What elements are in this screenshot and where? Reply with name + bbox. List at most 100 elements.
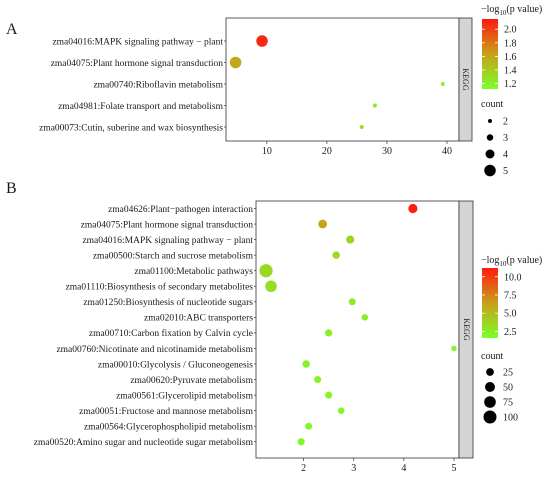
- data-point: [361, 314, 369, 321]
- color-legend-title-b: −log10(p value): [481, 255, 542, 268]
- size-legend-label: 25: [503, 368, 513, 379]
- size-legend-dot: [488, 119, 492, 123]
- size-legend-dot: [484, 164, 496, 177]
- data-point: [297, 438, 305, 446]
- data-point: [259, 264, 273, 278]
- facet-strip-a: [458, 17, 473, 142]
- size-legend-label: 3: [503, 133, 508, 144]
- color-legend-title-a: −log10(p value): [481, 4, 542, 17]
- y-labels-b: zma04626:Plant−pathogen interaction zma04…: [34, 205, 256, 448]
- size-legend-dot: [483, 410, 497, 424]
- color-legend-a: −log10(p value) 2.0 1.8 1.6 1.4 1.2: [481, 4, 542, 90]
- y-category-label: zma00564:Glycerophospholipid metabolism: [84, 423, 254, 433]
- panel-label-b: B: [6, 180, 17, 197]
- x-tick-label: 10: [262, 146, 272, 157]
- x-tick-label: 3: [351, 463, 356, 474]
- y-category-label: zma02010:ABC transporters: [144, 314, 253, 324]
- y-category-label: zma04075:Plant hormone signal transducti…: [81, 220, 254, 230]
- data-point: [325, 391, 333, 399]
- y-category-label: zma04075:Plant hormone signal transducti…: [51, 59, 224, 69]
- data-point: [408, 203, 418, 214]
- color-tick-label: 1.8: [504, 38, 517, 49]
- color-bar-b: [482, 268, 498, 338]
- y-category-label: zma00500:Starch and sucrose metabolism: [93, 251, 254, 261]
- panel-a: A KEGG zma04016:MAPK signaling pathway −…: [6, 4, 542, 177]
- color-tick-label: 10.0: [504, 272, 522, 283]
- data-point: [372, 103, 377, 108]
- color-ticks-a: 2.0 1.8 1.6 1.4 1.2: [482, 25, 517, 90]
- y-category-label: zma01250:Biosynthesis of nucleotide suga…: [83, 297, 253, 308]
- y-category-label: zma00710:Carbon fixation by Calvin cycle: [89, 328, 253, 339]
- facet-strip-b: [458, 200, 474, 459]
- size-legend-label: 75: [503, 398, 513, 409]
- color-tick-label: 2.5: [504, 327, 517, 338]
- data-point: [332, 251, 340, 259]
- data-point: [305, 422, 313, 430]
- size-legend-label: 5: [503, 166, 508, 177]
- size-items-a: 2 3 4 5: [484, 117, 508, 177]
- x-tick-label: 30: [382, 146, 392, 157]
- size-legend-label: 4: [503, 150, 508, 161]
- y-category-label: zma04016:MAPK signaling pathway − plant: [52, 37, 223, 47]
- points-a: [229, 35, 445, 129]
- color-tick-label: 5.0: [504, 309, 517, 320]
- panel-b: B KEGG zma04626:Plant−pathogen interacti…: [6, 180, 542, 474]
- data-point: [359, 125, 364, 129]
- data-point: [265, 280, 277, 293]
- data-point: [348, 298, 356, 306]
- data-point: [229, 56, 242, 69]
- size-legend-label: 50: [503, 383, 513, 394]
- size-legend-label: 100: [503, 413, 518, 424]
- color-tick-label: 2.0: [504, 25, 517, 36]
- color-ticks-b: 10.0 7.5 5.0 2.5: [482, 272, 522, 338]
- y-category-label: zma04626:Plant−pathogen interaction: [108, 205, 253, 215]
- x-tick-label: 5: [451, 463, 456, 474]
- x-tick-label: 4: [401, 463, 406, 474]
- facet-strip-label-b: KEGG: [462, 318, 471, 340]
- size-items-b: 25 50 75 100: [483, 368, 518, 424]
- size-legend-dot: [484, 396, 496, 408]
- data-point: [256, 35, 268, 47]
- data-point: [440, 82, 445, 86]
- data-point: [346, 235, 355, 244]
- y-category-label: zma00620:Pyruvate metabolism: [130, 376, 253, 386]
- size-legend-b: count 25 50 75 100: [481, 351, 518, 424]
- color-bar-a: [482, 19, 498, 89]
- size-legend-title-a: count: [481, 99, 503, 110]
- y-category-label: zma00740:Riboflavin metabolism: [93, 79, 223, 90]
- color-tick-label: 1.6: [504, 52, 517, 63]
- color-legend-b: −log10(p value) 10.0 7.5 5.0 2.5: [481, 255, 542, 338]
- points-b: [259, 203, 457, 446]
- y-category-label: zma01110:Biosynthesis of secondary metab…: [66, 282, 254, 293]
- size-legend-dot: [486, 134, 494, 141]
- y-labels-a: zma04016:MAPK signaling pathway − plant z…: [39, 37, 226, 133]
- y-category-label: zma01100:Metabolic pathways: [134, 267, 253, 277]
- size-legend-dot: [485, 149, 495, 159]
- x-tick-label: 40: [442, 146, 452, 157]
- y-category-label: zma00561:Glycerolipid metabolism: [116, 391, 254, 401]
- data-point: [318, 219, 328, 229]
- y-category-label: zma00520:Amino sugar and nucleotide suga…: [34, 438, 254, 448]
- x-ticks-a: 10 20 30 40: [262, 141, 452, 157]
- color-tick-label: 1.2: [504, 79, 517, 90]
- y-category-label: zma00073:Cutin, suberine and wax biosynt…: [39, 123, 223, 133]
- data-point: [314, 376, 322, 384]
- x-tick-label: 2: [301, 463, 306, 474]
- x-ticks-b: 2 3 4 5: [301, 458, 456, 474]
- color-tick-label: 1.4: [504, 65, 517, 76]
- size-legend-title-b: count: [481, 351, 503, 362]
- data-point: [302, 360, 310, 368]
- data-point: [325, 329, 333, 337]
- size-legend-dot: [485, 382, 495, 392]
- y-category-label: zma00051:Fructose and mannose metabolism: [79, 407, 253, 417]
- y-category-label: zma00010:Glycolysis / Gluconeogenesis: [98, 360, 253, 370]
- size-legend-dot: [486, 368, 494, 376]
- size-legend-a: count 2 3 4 5: [481, 99, 508, 177]
- color-tick-label: 7.5: [504, 290, 517, 301]
- plot-area-b: [255, 200, 460, 459]
- x-tick-label: 20: [322, 146, 332, 157]
- facet-strip-label-a: KEGG: [461, 68, 470, 90]
- data-point: [451, 345, 457, 352]
- data-point: [337, 407, 345, 414]
